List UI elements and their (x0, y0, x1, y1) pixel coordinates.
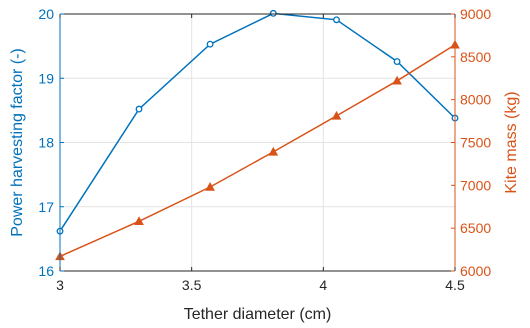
x-tick-label: 4 (319, 277, 327, 293)
x-tick-label: 4.5 (445, 277, 465, 293)
data-point-left (135, 105, 143, 113)
grid-layer (59, 13, 456, 272)
data-point-left (206, 40, 214, 48)
y-left-tick-label: 18 (38, 135, 54, 151)
y-left-tick-label: 16 (38, 263, 54, 279)
y-right-tick-label: 8000 (460, 92, 491, 108)
data-point-right (392, 75, 402, 85)
data-point-right (331, 110, 342, 120)
x-axis-label: Tether diameter (cm) (184, 306, 332, 323)
y-right-tick-label: 9000 (460, 6, 491, 22)
data-point-right (268, 146, 279, 156)
data-point-left (333, 16, 340, 24)
series-line-right (59, 44, 456, 258)
data-point-left (393, 58, 401, 65)
y-left-tick-label: 20 (38, 6, 54, 22)
data-point-right (134, 216, 144, 226)
y-right-tick-label: 7500 (460, 135, 491, 151)
series-line-left (59, 12, 456, 232)
y-right-tick-label: 6000 (460, 263, 491, 279)
y-left-tick-label: 19 (38, 70, 54, 86)
y-right-tick-label: 7000 (460, 177, 491, 193)
ticks-layer: 3 3.5 4 4.5 16 17 18 19 20 6000 6500 7000 7500 8000 85… (38, 6, 491, 293)
y-axis-left-label: Power harvesting factor (-) (9, 48, 26, 237)
x-tick-label: 3 (56, 277, 64, 293)
y-right-tick-label: 6500 (460, 220, 491, 236)
y-left-tick-label: 17 (38, 199, 54, 215)
series-layer (55, 9, 460, 261)
data-point-right (205, 182, 215, 191)
x-tick-label: 3.5 (182, 277, 202, 293)
y-right-tick-label: 8500 (460, 49, 491, 65)
data-point-left (269, 9, 277, 17)
y-axis-right-label: Kite mass (kg) (503, 91, 520, 193)
